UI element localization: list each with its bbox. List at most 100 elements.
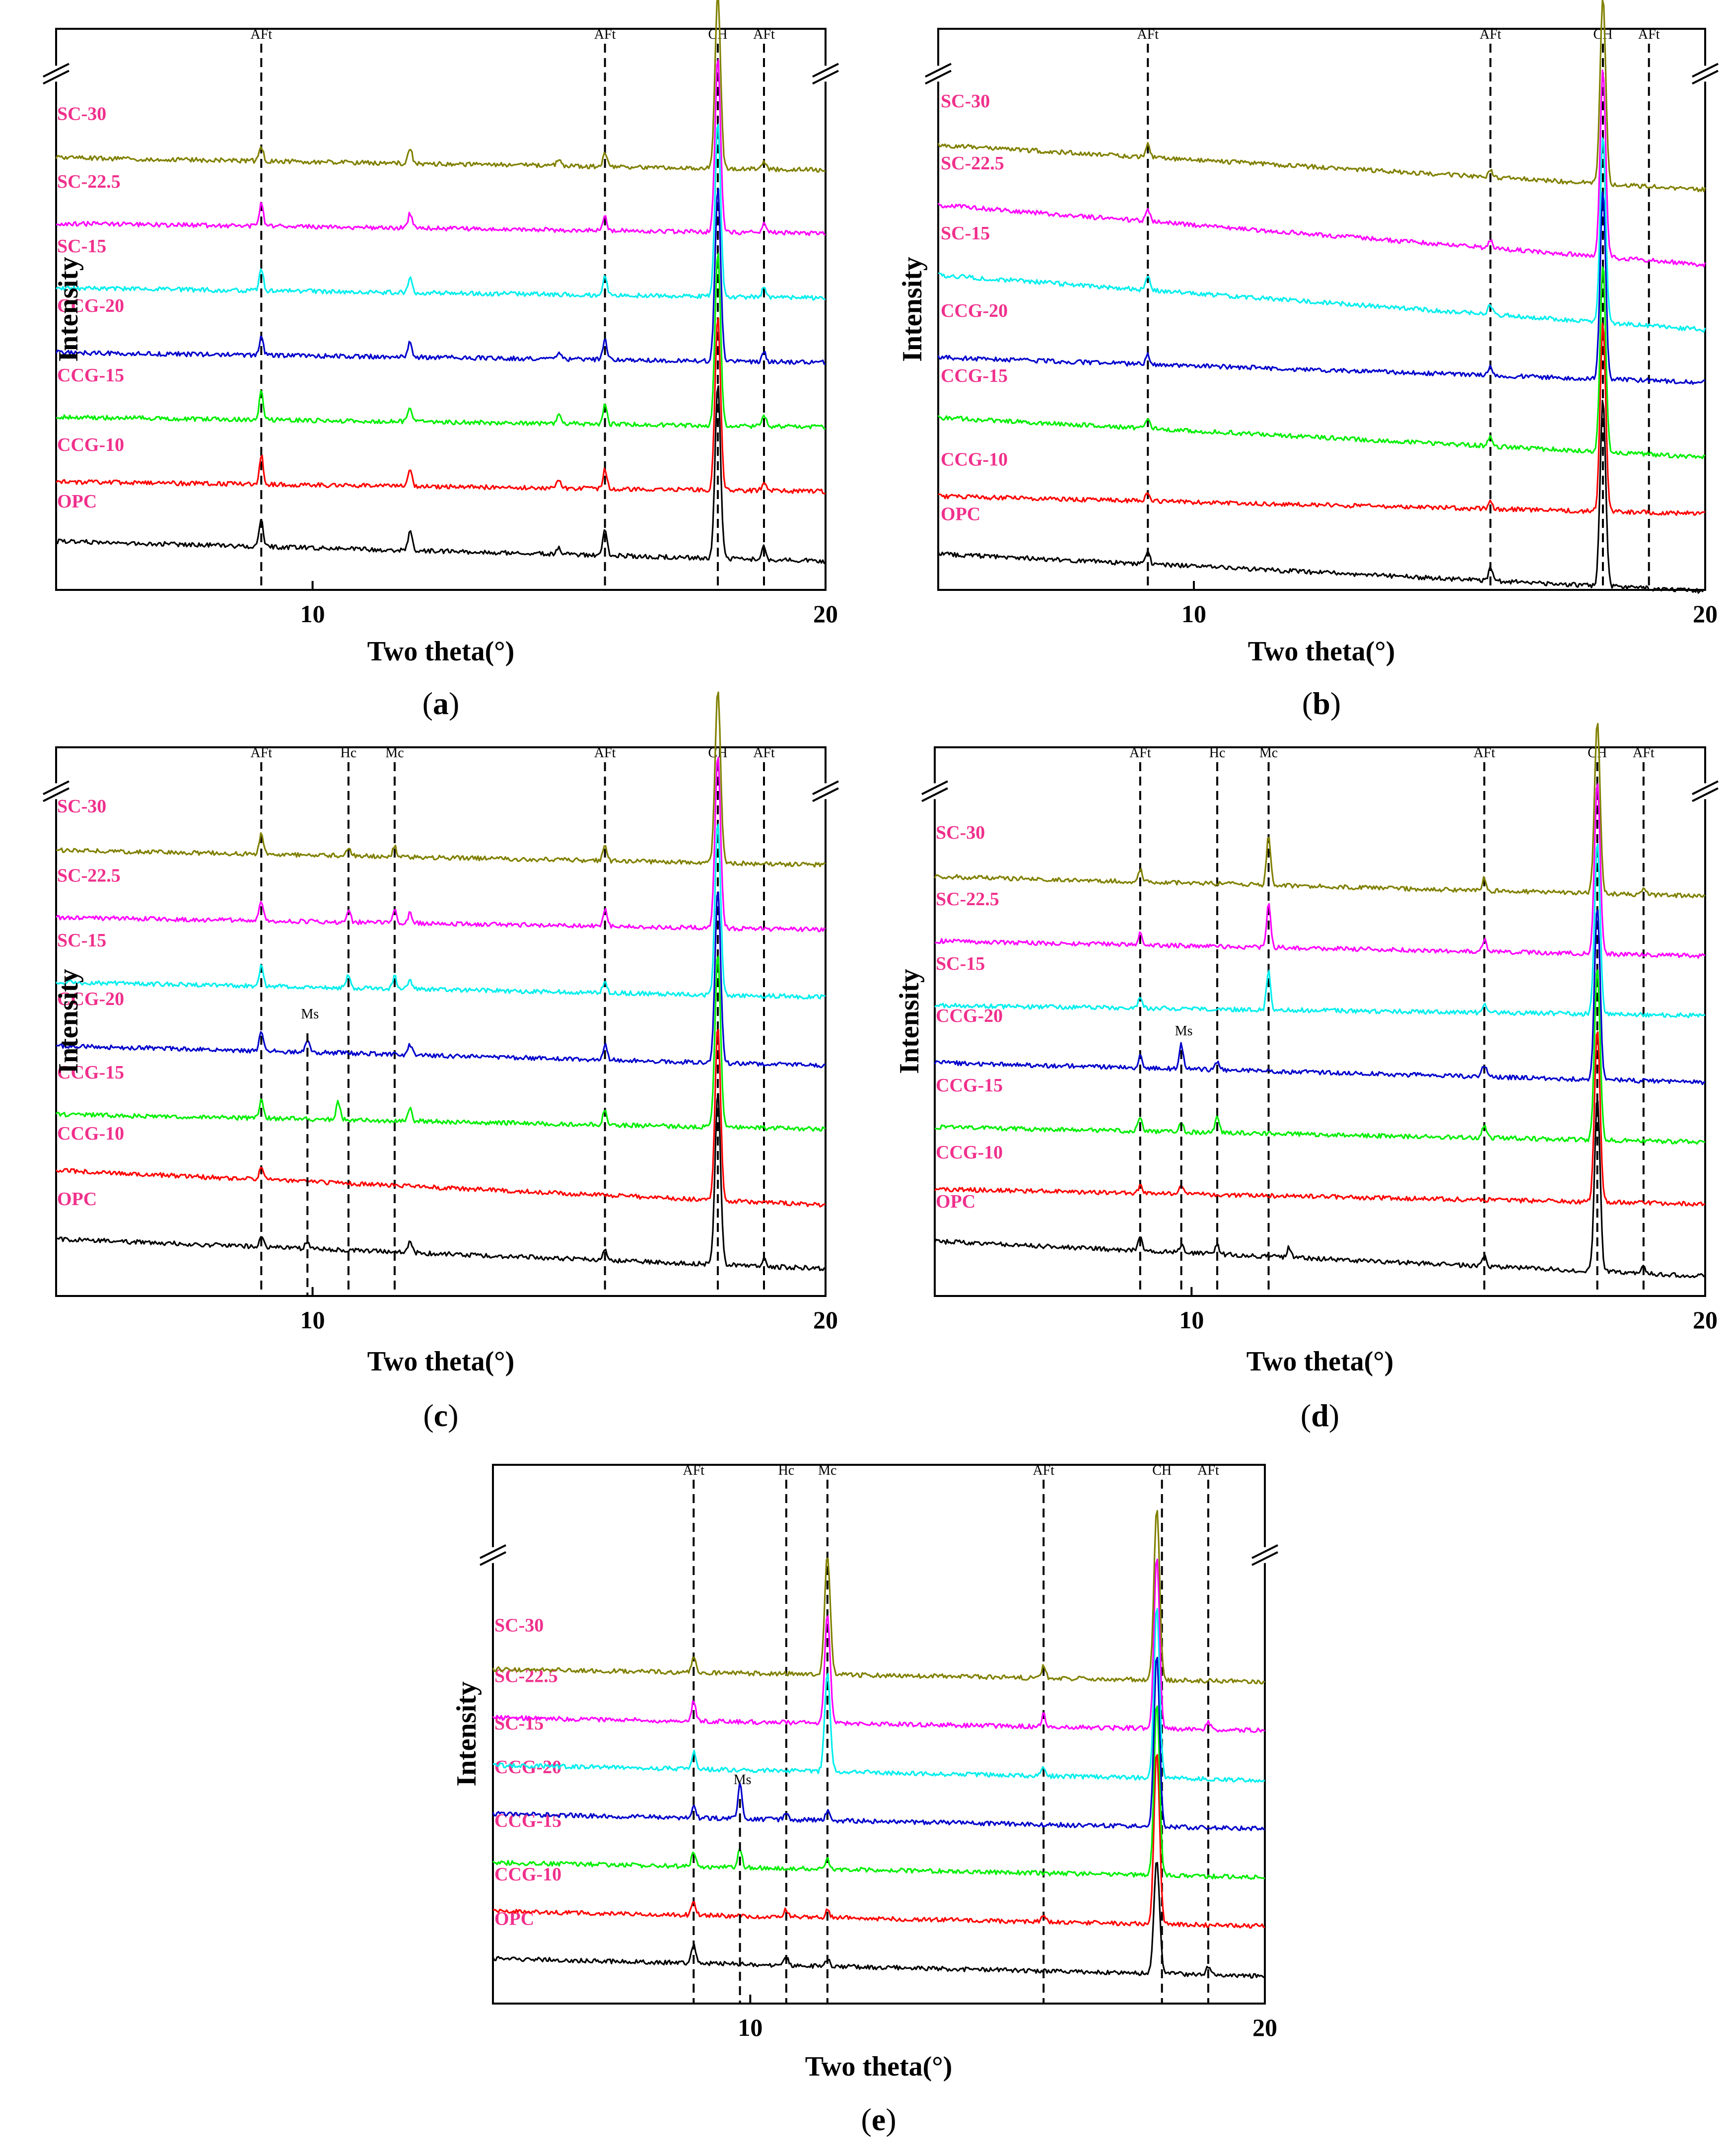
break-stroke [43,780,69,795]
y-axis-title: Intensity [897,257,928,362]
series-label: CCG-20 [57,989,124,1009]
plot-frame [55,746,827,1297]
phase-marker-label: AFt [1129,745,1151,761]
trace-opc [492,1862,1265,1979]
x-axis-title: Two theta(°) [1248,636,1395,667]
phase-marker-label: AFt [1473,745,1495,761]
series-label: SC-15 [57,930,106,951]
phase-marker-label: AFt [1033,1463,1054,1478]
series-label: SC-22.5 [57,865,121,886]
series-label: CCG-10 [941,449,1008,470]
x-axis-title: Two theta(°) [805,2051,953,2082]
trace-sc-15 [938,137,1706,333]
trace-ccg-20 [55,188,826,365]
trace-ccg-10 [934,1031,1706,1207]
break-stroke [925,70,952,85]
axis-break-right [1692,63,1719,85]
series-label: SC-30 [57,796,106,817]
trace-ccg-10 [55,1028,826,1208]
trace-sc-22-5 [492,1558,1265,1733]
phase-marker-label: AFt [251,745,273,761]
trace-sc-15 [55,123,826,301]
phase-marker-label: AFt [753,27,775,42]
panel-label-b: (b) [1302,686,1341,721]
annotation-label: Ms [301,1006,319,1022]
break-stroke [812,787,839,802]
panel-label-d: (d) [1301,1398,1339,1433]
trace-ccg-20 [492,1656,1265,1831]
phase-marker-label: Mc [385,745,404,761]
trace-sc-15 [55,823,826,1000]
phase-marker-label: Hc [341,745,357,761]
series-label: OPC [57,1189,97,1210]
trace-ccg-10 [55,317,826,495]
phase-marker-label: AFt [753,745,775,761]
phase-marker-label: AFt [1638,27,1660,42]
break-stroke [812,70,839,85]
series-label: SC-22.5 [941,153,1004,174]
break-stroke [925,63,952,78]
trace-ccg-15 [934,969,1706,1145]
x-tick-label: 20 [1693,600,1718,628]
x-tick-label: 10 [300,600,325,628]
series-label: SC-30 [936,822,985,843]
trace-sc-30 [56,691,826,868]
panel-a: AFt AFt CH AFt OPC CCG-10 CCG-15 CCG-20 SC-15 SC… [43,0,839,721]
series-label: SC-30 [941,91,990,112]
break-stroke [812,63,839,78]
break-stroke [480,1544,506,1559]
trace-ccg-15 [55,955,826,1132]
axis-break-left [480,1544,506,1566]
trace-sc-22-5 [934,783,1706,959]
phase-marker-label: AFt [1197,1463,1219,1478]
phase-marker-label: AFt [1137,27,1159,42]
y-axis-title: Intensity [53,969,84,1074]
phase-marker-label: CH [708,27,728,42]
phase-marker-label: Mc [818,1463,836,1478]
x-axis-title: Two theta(°) [367,1346,515,1377]
phase-marker-label: Hc [778,1463,795,1478]
y-axis-title: Intensity [451,1681,482,1787]
y-axis-title: Intensity [894,969,925,1074]
phase-marker-label: Hc [1209,745,1226,761]
phase-marker-label: AFt [683,1463,705,1478]
break-stroke [1692,63,1719,78]
series-label: CCG-15 [57,365,124,386]
trace-ccg-20 [934,909,1706,1085]
y-axis-title: Intensity [53,257,84,362]
series-label: CCG-10 [57,1123,124,1144]
annotation-label: Ms [734,1772,752,1788]
panel-label-c: (c) [423,1398,458,1433]
series-label: SC-30 [494,1615,544,1636]
trace-sc-22-5 [55,756,826,933]
break-stroke [921,787,948,802]
series-label: CCG-15 [57,1062,124,1083]
break-stroke [1251,1551,1278,1566]
trace-ccg-20 [56,891,826,1069]
trace-sc-22-5 [56,59,826,236]
x-tick-label: 10 [300,1306,325,1334]
trace-opc [55,385,826,564]
x-tick-label: 20 [1252,2013,1277,2041]
break-stroke [1692,70,1719,85]
series-label: CCG-15 [941,365,1008,386]
panel-label-a: (a) [422,686,460,721]
phase-marker-label: Mc [1259,745,1278,761]
series-label: CCG-10 [57,434,124,455]
series-label: SC-15 [941,223,990,244]
trace-ccg-10 [938,323,1706,516]
trace-sc-22-5 [937,69,1706,268]
plot-frame [937,28,1706,591]
axis-break-right [1692,780,1719,802]
trace-opc [937,400,1706,594]
axis-break-right [812,780,839,802]
x-axis-title: Two theta(°) [367,636,515,667]
break-stroke [1692,780,1719,795]
panel-e: AFt Hc Mc AFt CH AFt OPCCCG-10CCG-15CCG-20SC-… [451,1463,1278,2137]
series-label: CCG-20 [57,295,124,316]
break-stroke [480,1551,506,1566]
series-label: CCG-10 [936,1142,1003,1163]
series-label: CCG-15 [936,1075,1003,1096]
trace-ccg-15 [56,252,826,430]
trace-ccg-15 [492,1705,1265,1880]
